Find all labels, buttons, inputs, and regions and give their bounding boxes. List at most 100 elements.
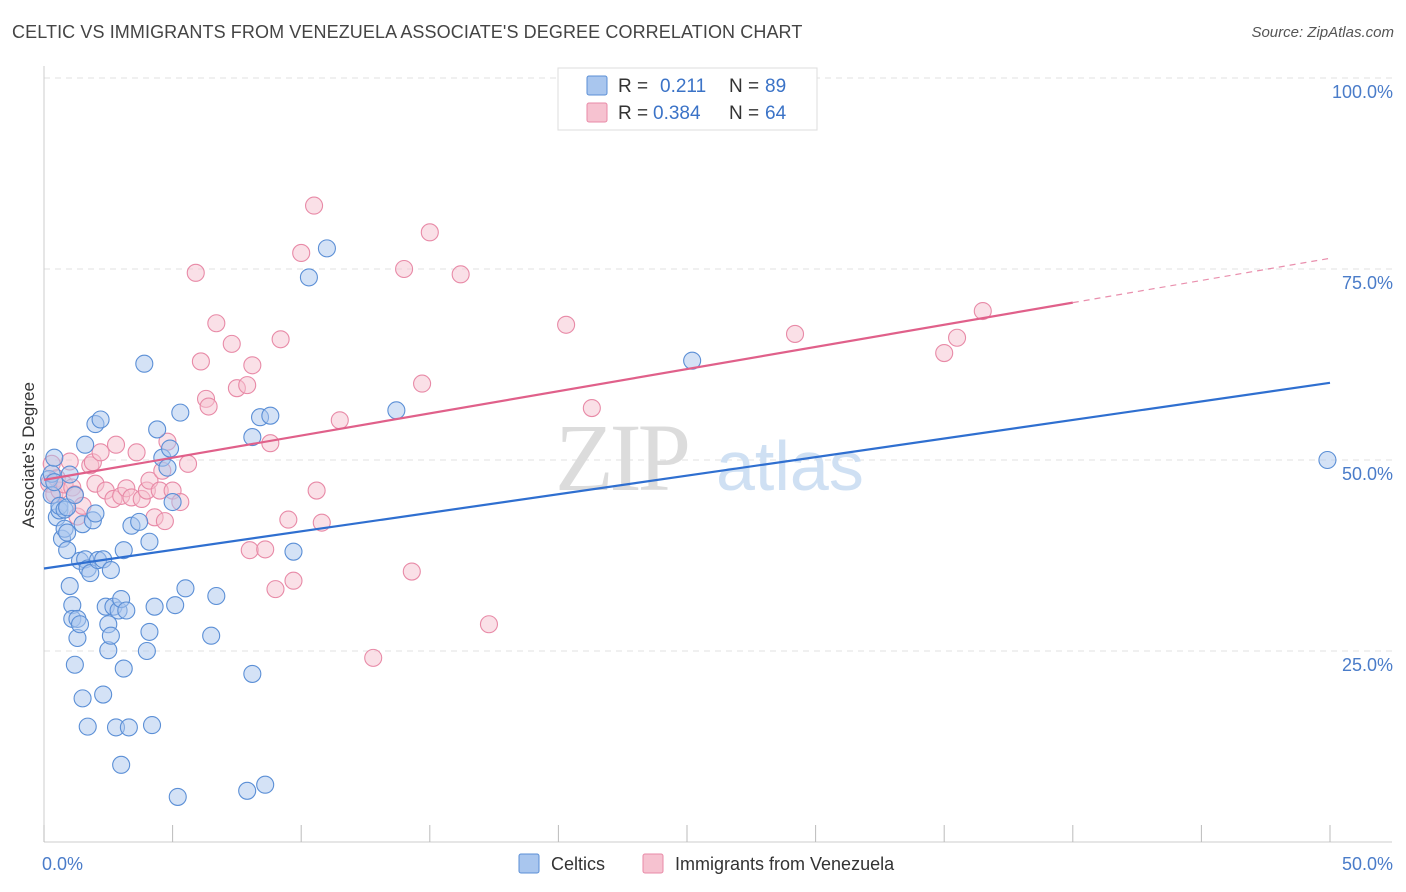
point-celtics — [238, 781, 257, 800]
point-venezuela — [557, 315, 576, 334]
legend-n-label-celtics: N = — [729, 76, 759, 97]
series-celtics-points — [40, 239, 1337, 806]
legend-r-value-venezuela: 0.384 — [653, 103, 701, 124]
point-venezuela — [292, 243, 311, 263]
y-tick-label: 100.0% — [1332, 82, 1393, 102]
point-celtics — [65, 655, 84, 674]
trend-extension-venezuela — [1072, 257, 1331, 304]
point-celtics — [137, 641, 156, 661]
point-celtics — [58, 523, 77, 542]
trend-line-celtics — [43, 381, 1331, 570]
point-celtics — [299, 268, 318, 287]
point-celtics — [171, 403, 190, 422]
point-celtics — [94, 685, 113, 704]
point-venezuela — [266, 580, 285, 599]
point-venezuela — [305, 196, 324, 215]
point-celtics — [168, 787, 187, 806]
point-celtics — [148, 420, 167, 439]
point-celtics — [145, 597, 164, 616]
chart-title: CELTIC VS IMMIGRANTS FROM VENEZUELA ASSO… — [12, 22, 803, 42]
point-celtics — [101, 626, 120, 645]
point-celtics — [114, 541, 133, 560]
point-celtics — [160, 439, 180, 458]
y-tick-label: 50.0% — [1342, 464, 1393, 484]
point-venezuela — [948, 328, 967, 347]
bottom-legend-label-celtics: Celtics — [551, 854, 605, 874]
point-venezuela — [479, 615, 499, 634]
bottom-legend: Celtics Immigrants from Venezuela — [518, 853, 895, 874]
point-celtics — [78, 717, 97, 736]
point-venezuela — [582, 398, 601, 418]
point-celtics — [114, 659, 133, 678]
point-celtics — [256, 775, 275, 794]
x-tick-label: 0.0% — [42, 854, 83, 874]
point-venezuela — [402, 562, 421, 581]
point-venezuela — [271, 330, 290, 349]
point-celtics — [135, 354, 154, 373]
bottom-legend-swatch-venezuela — [642, 853, 664, 874]
point-celtics — [261, 406, 280, 425]
point-venezuela — [261, 434, 280, 453]
axes — [43, 66, 1392, 843]
point-venezuela — [451, 265, 470, 284]
point-venezuela — [395, 259, 414, 279]
point-venezuela — [935, 343, 954, 363]
point-celtics — [70, 615, 90, 634]
point-venezuela — [364, 648, 383, 667]
point-celtics — [387, 401, 406, 420]
y-tick-label: 75.0% — [1342, 273, 1393, 293]
point-venezuela — [330, 411, 349, 430]
point-venezuela — [785, 324, 805, 343]
y-axis-label: Associate's Degree — [19, 382, 38, 528]
point-venezuela — [240, 541, 259, 560]
watermark-atlas: atlas — [716, 427, 864, 505]
legend-r-label-celtics: R = — [618, 76, 648, 97]
point-celtics — [284, 542, 303, 561]
point-venezuela — [238, 376, 257, 395]
point-celtics — [45, 448, 64, 467]
point-celtics — [176, 579, 195, 598]
legend-swatch-venezuela — [586, 102, 608, 123]
point-celtics — [112, 755, 131, 774]
point-celtics — [130, 512, 149, 531]
point-venezuela — [243, 356, 262, 375]
point-celtics — [91, 410, 110, 429]
watermark-zip: ZIP — [555, 404, 688, 511]
point-venezuela — [413, 374, 432, 393]
point-venezuela — [256, 540, 275, 559]
point-celtics — [65, 486, 84, 505]
point-venezuela — [186, 263, 205, 282]
point-celtics — [86, 504, 105, 523]
point-celtics — [73, 689, 92, 708]
point-venezuela — [207, 314, 226, 333]
point-celtics — [76, 435, 95, 454]
legend: R = 0.211 N = 89 R = 0.384 N = 64 — [557, 67, 818, 131]
point-celtics — [163, 492, 182, 512]
point-celtics — [202, 626, 221, 645]
trend-line-venezuela — [43, 301, 1073, 481]
point-venezuela — [191, 352, 210, 371]
point-celtics — [158, 458, 177, 477]
tick-labels: 100.0% 75.0% 50.0% 25.0% 0.0% 50.0% — [42, 82, 1393, 874]
trend-lines — [43, 257, 1331, 570]
point-venezuela — [91, 443, 110, 462]
point-celtics — [1318, 450, 1337, 470]
x-tick-label: 50.0% — [1342, 854, 1393, 874]
point-celtics — [140, 532, 159, 551]
point-celtics — [140, 622, 159, 641]
point-venezuela — [973, 301, 992, 321]
source-credit: Source: ZipAtlas.com — [1251, 24, 1394, 41]
legend-n-value-venezuela: 64 — [765, 103, 787, 124]
point-venezuela — [222, 334, 241, 353]
point-venezuela — [279, 510, 298, 529]
legend-swatch-celtics — [586, 75, 608, 96]
legend-n-value-celtics: 89 — [765, 76, 786, 97]
point-celtics — [60, 577, 79, 596]
point-venezuela — [420, 223, 439, 242]
legend-n-label-venezuela: N = — [729, 103, 759, 124]
point-venezuela — [284, 571, 303, 590]
point-celtics — [207, 586, 226, 606]
legend-r-label-venezuela: R = — [618, 103, 648, 124]
point-celtics — [243, 664, 262, 683]
